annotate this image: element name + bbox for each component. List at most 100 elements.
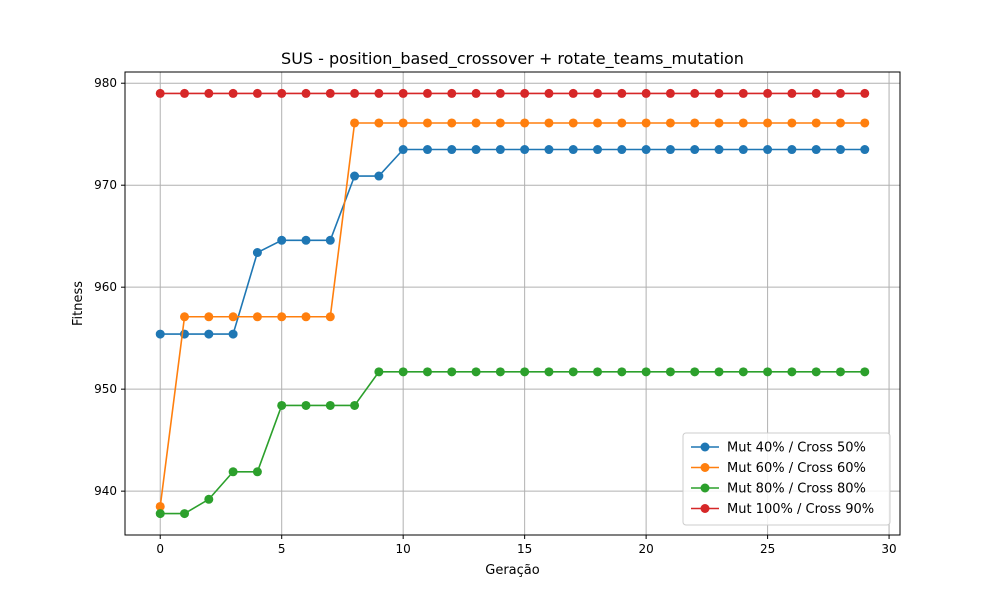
data-point [277, 312, 287, 322]
data-point [787, 118, 797, 128]
data-point [835, 118, 845, 128]
data-point [301, 312, 311, 322]
data-point [568, 367, 578, 377]
data-point [155, 88, 165, 98]
y-tick-label: 950 [94, 382, 117, 396]
legend-label: Mut 40% / Cross 50% [727, 441, 866, 456]
data-point [763, 88, 773, 98]
data-point [374, 118, 384, 128]
data-point [690, 145, 700, 155]
data-point [301, 235, 311, 245]
data-point [738, 145, 748, 155]
legend-item: Mut 60% / Cross 60% [691, 461, 866, 476]
data-point [714, 118, 724, 128]
legend-item: Mut 100% / Cross 90% [691, 502, 874, 517]
series-1 [155, 145, 870, 339]
data-point [763, 367, 773, 377]
x-tick-label: 25 [760, 542, 775, 556]
series-2 [155, 118, 870, 511]
data-point [228, 467, 238, 477]
x-tick-label: 10 [396, 542, 411, 556]
data-point [252, 88, 262, 98]
data-point [593, 145, 603, 155]
data-point [520, 367, 530, 377]
data-point [228, 329, 238, 339]
legend-label: Mut 60% / Cross 60% [727, 461, 866, 476]
data-point [860, 118, 870, 128]
data-point [763, 118, 773, 128]
axis-ticks: 0 5 10 15 20 25 30 940 950 960 970 980 [94, 76, 897, 556]
data-point [422, 367, 432, 377]
data-point [690, 88, 700, 98]
data-point [811, 145, 821, 155]
data-point [641, 118, 651, 128]
data-point [787, 88, 797, 98]
data-point [544, 88, 554, 98]
data-point [520, 88, 530, 98]
data-point [665, 88, 675, 98]
data-point [471, 118, 481, 128]
legend-marker [700, 483, 710, 493]
data-point [495, 88, 505, 98]
data-point [325, 88, 335, 98]
legend-box [682, 432, 891, 526]
data-point [860, 367, 870, 377]
data-point [252, 248, 262, 258]
data-point [228, 312, 238, 322]
legend-item: Mut 80% / Cross 80% [691, 482, 866, 497]
data-point [593, 118, 603, 128]
data-point [665, 118, 675, 128]
x-tick-label: 30 [881, 542, 896, 556]
data-point [301, 400, 311, 410]
data-point [835, 367, 845, 377]
data-point [422, 118, 432, 128]
data-point [787, 367, 797, 377]
data-point [811, 88, 821, 98]
data-point [617, 88, 627, 98]
data-point [690, 367, 700, 377]
data-point [277, 400, 287, 410]
data-point [374, 367, 384, 377]
data-point [374, 88, 384, 98]
data-point [398, 88, 408, 98]
data-point [738, 118, 748, 128]
data-point [641, 367, 651, 377]
x-axis-label: Geração [485, 563, 539, 578]
data-point [787, 145, 797, 155]
data-point [398, 145, 408, 155]
legend-marker [700, 504, 710, 513]
data-point [544, 367, 554, 377]
data-point [155, 329, 165, 339]
data-point [398, 367, 408, 377]
data-point [350, 118, 360, 128]
data-point [422, 145, 432, 155]
data-point [568, 145, 578, 155]
data-point [325, 312, 335, 322]
data-point [860, 88, 870, 98]
data-point [763, 145, 773, 155]
data-point [471, 367, 481, 377]
data-point [738, 367, 748, 377]
legend-marker [700, 463, 710, 472]
data-point [350, 171, 360, 181]
data-point [593, 367, 603, 377]
data-point [301, 88, 311, 98]
legend-label: Mut 100% / Cross 90% [727, 502, 874, 517]
data-point [228, 88, 238, 98]
series-3 [155, 367, 870, 519]
data-point [520, 118, 530, 128]
data-point [447, 118, 457, 128]
y-tick-label: 940 [94, 484, 117, 498]
data-point [447, 145, 457, 155]
data-point [155, 501, 165, 511]
data-point [835, 88, 845, 98]
data-point [860, 145, 870, 155]
data-point [665, 145, 675, 155]
data-point [495, 118, 505, 128]
data-point [204, 329, 214, 339]
data-point [641, 88, 651, 98]
data-point [422, 88, 432, 98]
data-point [835, 145, 845, 155]
data-point [568, 88, 578, 98]
data-point [325, 235, 335, 245]
